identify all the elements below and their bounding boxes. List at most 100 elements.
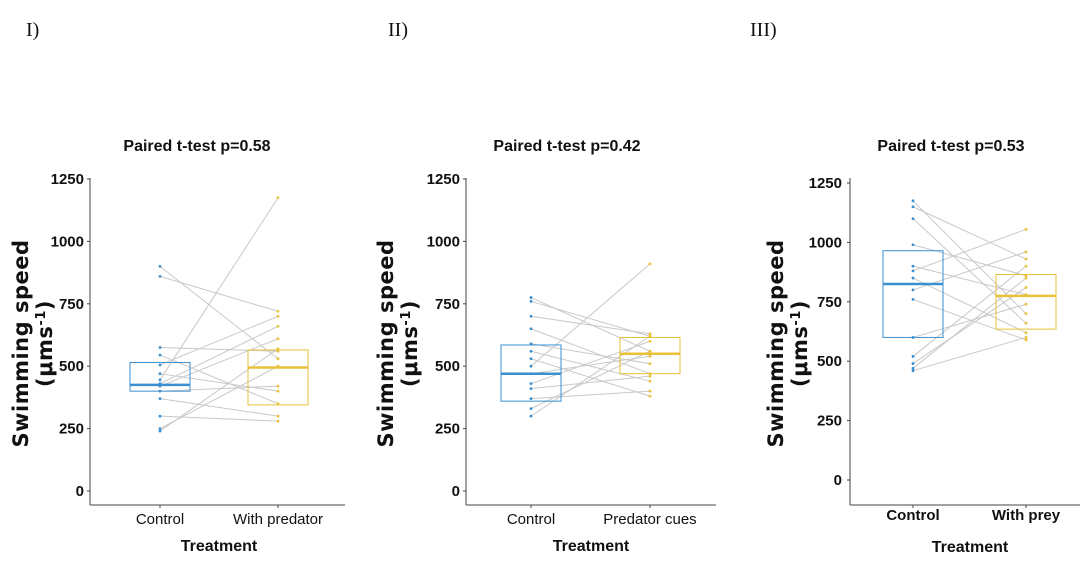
chart-panel-2: II) Paired t-test p=0.42 0 250 500 750 1000 125… (374, 19, 716, 555)
data-point-treatment (648, 354, 652, 358)
data-point-treatment (276, 309, 280, 313)
data-point-treatment (276, 347, 280, 351)
data-point-control (911, 269, 915, 273)
data-point-control (158, 353, 162, 357)
data-point-treatment (648, 389, 652, 393)
chart-title: Paired t-test p=0.53 (877, 138, 1024, 155)
paired-line (159, 197, 279, 381)
panel-label: I) (26, 19, 39, 41)
data-point-control (911, 205, 915, 209)
paired-line (159, 373, 279, 392)
x-tick-label: Control (507, 511, 555, 528)
data-point-control (529, 349, 533, 353)
data-point-control (158, 414, 162, 418)
paired-line (530, 375, 651, 390)
data-point-control (158, 429, 162, 433)
data-point-treatment (276, 414, 280, 418)
data-point-treatment (1024, 250, 1028, 254)
data-point-treatment (1024, 286, 1028, 289)
paired-line (159, 325, 279, 385)
data-point-treatment (276, 314, 280, 318)
data-point-control (911, 355, 915, 358)
data-point-treatment (1024, 302, 1028, 306)
chart-title: Paired t-test p=0.58 (123, 138, 270, 155)
data-point-control (529, 364, 533, 368)
x-tick-label: With prey (992, 507, 1061, 524)
panel-label: II) (388, 19, 408, 41)
data-point-treatment (648, 374, 652, 378)
data-point-control (529, 397, 533, 401)
data-point-treatment (648, 379, 652, 383)
data-point-treatment (1024, 276, 1028, 280)
data-point-control (911, 199, 915, 203)
data-point-control (529, 314, 533, 318)
paired-line (159, 265, 279, 360)
x-tick-label: Control (136, 511, 184, 528)
y-axis-label: Swimming speed(μms-1) (764, 239, 812, 447)
paired-line (530, 350, 651, 382)
y-tick-label: 500 (817, 353, 842, 370)
data-point-control (911, 369, 915, 373)
paired-line (159, 365, 279, 430)
data-point-treatment (276, 364, 280, 368)
paired-line (159, 346, 279, 352)
y-tick-label: 500 (435, 358, 460, 375)
data-point-treatment (1024, 321, 1028, 325)
y-tick-label: 500 (59, 358, 84, 375)
y-tick-label: 0 (834, 472, 842, 489)
data-point-treatment (276, 196, 280, 200)
data-point-treatment (648, 349, 652, 353)
data-point-treatment (648, 262, 652, 266)
data-point-treatment (276, 349, 280, 353)
data-point-treatment (648, 372, 652, 376)
data-point-control (911, 336, 915, 339)
paired-line (159, 398, 279, 417)
data-point-treatment (1024, 336, 1028, 339)
data-point-treatment (1024, 293, 1028, 297)
chart-panel-3: III) Paired t-test p=0.53 0 250 500 750 1000 12… (750, 19, 1080, 556)
paired-line (530, 340, 651, 385)
y-tick-label: 1250 (51, 171, 84, 188)
y-tick-label: 250 (817, 413, 842, 430)
data-point-treatment (1024, 264, 1028, 268)
paired-line (912, 244, 1027, 277)
data-point-treatment (1024, 274, 1028, 278)
data-point-control (911, 298, 915, 301)
data-point-control (911, 366, 915, 370)
data-point-control (158, 274, 162, 278)
y-tick-label: 0 (452, 483, 460, 500)
data-point-control (529, 407, 533, 411)
y-tick-label: 750 (435, 296, 460, 313)
data-point-control (529, 299, 533, 303)
paired-line (530, 328, 651, 375)
y-tick-label: 750 (817, 294, 842, 311)
data-point-treatment (1024, 227, 1028, 231)
data-point-control (158, 382, 162, 386)
data-point-control (911, 264, 915, 268)
paired-line (530, 263, 651, 367)
paired-line (912, 277, 1027, 369)
chart-title: Paired t-test p=0.42 (493, 138, 640, 155)
data-point-control (911, 217, 915, 221)
y-tick-label: 750 (59, 296, 84, 313)
paired-line (159, 315, 279, 366)
data-point-treatment (1024, 257, 1028, 261)
y-tick-label: 1000 (809, 234, 842, 251)
data-point-control (529, 382, 533, 386)
data-point-control (158, 264, 162, 268)
paired-line (530, 355, 651, 375)
paired-line (530, 350, 651, 410)
y-tick-label: 250 (435, 421, 460, 438)
paired-line (159, 338, 279, 387)
data-point-control (911, 362, 915, 365)
data-point-control (158, 427, 162, 430)
paired-line (912, 277, 1027, 334)
y-tick-label: 1000 (427, 233, 460, 250)
data-point-treatment (276, 384, 280, 388)
data-point-treatment (648, 334, 652, 338)
y-tick-label: 250 (59, 421, 84, 438)
data-point-control (158, 378, 162, 382)
data-point-control (529, 327, 533, 331)
data-point-treatment (648, 339, 652, 343)
